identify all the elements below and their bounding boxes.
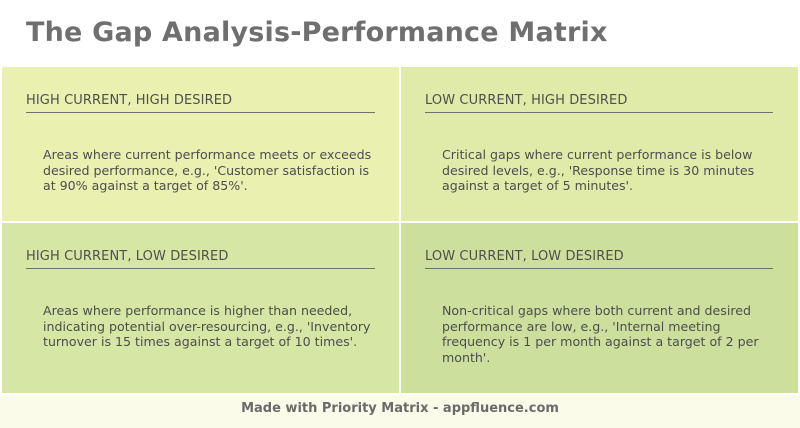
quadrant-description: Areas where current performance meets or…	[43, 147, 372, 193]
quadrant-high-current-high-desired: HIGH CURRENT, HIGH DESIRED Areas where c…	[2, 67, 399, 221]
quadrant-low-current-high-desired: LOW CURRENT, HIGH DESIRED Critical gaps …	[401, 67, 798, 221]
quadrant-description: Non-critical gaps where both current and…	[442, 303, 759, 365]
quadrant-low-current-low-desired: LOW CURRENT, LOW DESIRED Non-critical ga…	[401, 223, 798, 393]
quadrant-heading: HIGH CURRENT, HIGH DESIRED	[26, 93, 375, 113]
footer-credit: Made with Priority Matrix - appfluence.c…	[0, 395, 800, 428]
quadrant-heading: LOW CURRENT, HIGH DESIRED	[425, 93, 773, 113]
quadrant-description: Areas where performance is higher than n…	[43, 303, 371, 349]
quadrant-heading: LOW CURRENT, LOW DESIRED	[425, 249, 773, 269]
matrix-grid: HIGH CURRENT, HIGH DESIRED Areas where c…	[0, 65, 800, 395]
quadrant-description: Critical gaps where current performance …	[442, 147, 755, 193]
page-title: The Gap Analysis-Performance Matrix	[26, 17, 608, 48]
quadrant-heading: HIGH CURRENT, LOW DESIRED	[26, 249, 375, 269]
quadrant-high-current-low-desired: HIGH CURRENT, LOW DESIRED Areas where pe…	[2, 223, 399, 393]
